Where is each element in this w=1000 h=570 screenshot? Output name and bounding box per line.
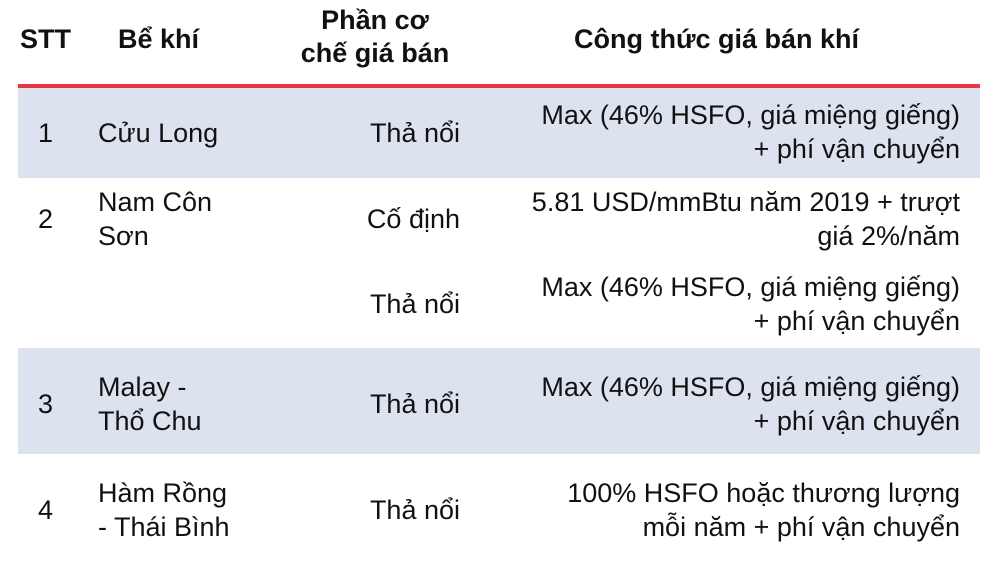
row-cong-thuc-line2: giá 2%/năm bbox=[817, 221, 960, 251]
header-co-che-line2: chế giá bán bbox=[300, 38, 450, 68]
row-cong-thuc-line2: + phí vận chuyển bbox=[753, 134, 960, 164]
table-row: 2 Nam Côn Sơn Cố định 5.81 USD/mmBtu năm… bbox=[18, 178, 980, 262]
row-cong-thuc-line1: Max (46% HSFO, giá miệng giếng) bbox=[541, 372, 960, 402]
header-co-che: Phần cơ chế giá bán bbox=[280, 4, 470, 70]
row-stt: 3 bbox=[38, 389, 54, 419]
row-stt: 4 bbox=[38, 495, 54, 525]
header-stt: STT bbox=[20, 24, 71, 54]
row-be-khi: Cửu Long bbox=[98, 118, 219, 148]
row-co-che: Thả nổi bbox=[369, 495, 460, 525]
header-divider bbox=[18, 84, 980, 88]
row-be-khi: Malay - Thổ Chu bbox=[98, 370, 298, 438]
header-be-khi: Bể khí bbox=[118, 24, 200, 54]
table-row: Thả nổi Max (46% HSFO, giá miệng giếng) … bbox=[18, 262, 980, 348]
row-cong-thuc-line1: Max (46% HSFO, giá miệng giếng) bbox=[541, 100, 960, 130]
row-cong-thuc-line1: 5.81 USD/mmBtu năm 2019 + trượt bbox=[531, 187, 960, 217]
table-row: 3 Malay - Thổ Chu Thả nổi Max (46% HSFO,… bbox=[18, 348, 980, 454]
row-cong-thuc-line2: mỗi năm + phí vận chuyển bbox=[642, 512, 960, 542]
header-co-che-line1: Phần cơ bbox=[321, 5, 429, 35]
row-co-che: Thả nổi bbox=[369, 389, 460, 419]
row-stt: 2 bbox=[38, 204, 54, 234]
row-be-khi-line1: Nam Côn bbox=[98, 187, 213, 217]
row-be-khi-line2: Thổ Chu bbox=[98, 406, 202, 436]
row-cong-thuc-line1: 100% HSFO hoặc thương lượng bbox=[567, 478, 960, 508]
row-be-khi: Hàm Rồng - Thái Bình bbox=[98, 476, 298, 544]
row-cong-thuc: 5.81 USD/mmBtu năm 2019 + trượt giá 2%/n… bbox=[460, 185, 960, 253]
row-cong-thuc-line2: + phí vận chuyển bbox=[753, 306, 960, 336]
table-header: STT Bể khí Phần cơ chế giá bán Công thức… bbox=[0, 0, 1000, 84]
row-cong-thuc: Max (46% HSFO, giá miệng giếng) + phí vậ… bbox=[460, 370, 960, 438]
row-cong-thuc: Max (46% HSFO, giá miệng giếng) + phí vậ… bbox=[460, 98, 960, 166]
row-be-khi-line2: Sơn bbox=[98, 221, 149, 251]
row-be-khi-line1: Hàm Rồng bbox=[98, 478, 228, 508]
row-stt: 1 bbox=[38, 118, 54, 148]
row-cong-thuc: 100% HSFO hoặc thương lượng mỗi năm + ph… bbox=[460, 476, 960, 544]
header-cong-thuc: Công thức giá bán khí bbox=[574, 24, 860, 54]
table-row: 1 Cửu Long Thả nổi Max (46% HSFO, giá mi… bbox=[18, 88, 980, 178]
row-co-che: Thả nổi bbox=[369, 289, 460, 319]
row-cong-thuc-line2: + phí vận chuyển bbox=[753, 406, 960, 436]
row-cong-thuc: Max (46% HSFO, giá miệng giếng) + phí vậ… bbox=[460, 270, 960, 338]
row-cong-thuc-line1: Max (46% HSFO, giá miệng giếng) bbox=[541, 272, 960, 302]
table-row: 4 Hàm Rồng - Thái Bình Thả nổi 100% HSFO… bbox=[18, 454, 980, 564]
row-co-che: Cố định bbox=[366, 204, 460, 234]
row-be-khi-line1: Malay - bbox=[98, 372, 187, 402]
row-be-khi-line2: - Thái Bình bbox=[98, 512, 230, 542]
row-be-khi: Nam Côn Sơn bbox=[98, 185, 298, 253]
row-co-che: Thả nổi bbox=[369, 118, 460, 148]
